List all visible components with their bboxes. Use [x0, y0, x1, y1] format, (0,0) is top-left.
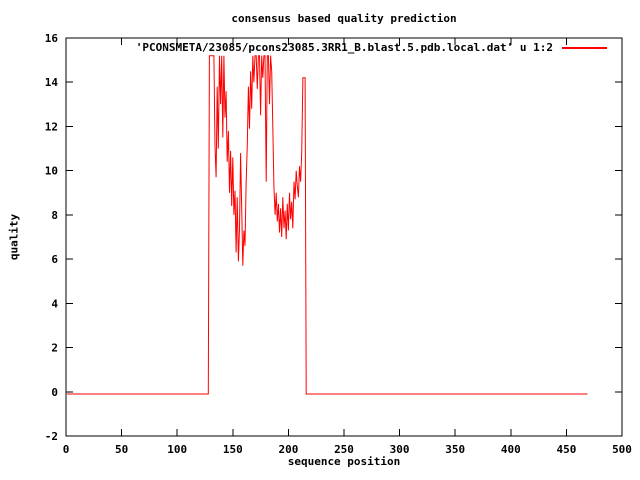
- legend-entry-label: 'PCONSMETA/23085/pcons23085.3RR1_B.blast…: [135, 41, 553, 54]
- x-tick-label: 50: [115, 443, 128, 456]
- y-tick-label: 6: [51, 253, 58, 266]
- x-tick-label: 450: [556, 443, 576, 456]
- data-line: [67, 55, 588, 395]
- y-tick-label: 8: [51, 209, 58, 222]
- chart-title: consensus based quality prediction: [231, 12, 457, 25]
- plot-border: [65, 37, 623, 437]
- y-axis-title: quality: [7, 213, 21, 261]
- x-tick-label: 500: [612, 443, 632, 456]
- x-tick-label: 400: [501, 443, 521, 456]
- y-tick-label: 0: [51, 386, 58, 399]
- x-tick-label: 200: [278, 443, 298, 456]
- x-tick-label: 0: [63, 443, 70, 456]
- y-tick-label: 4: [51, 297, 58, 310]
- x-tick-label: 250: [334, 443, 354, 456]
- legend-line-sample: [562, 47, 607, 49]
- x-tick-label: 150: [223, 443, 243, 456]
- y-tick-label: 16: [45, 32, 59, 45]
- x-axis-title: sequence position: [287, 455, 401, 468]
- x-tick-label: 300: [390, 443, 410, 456]
- y-tick-label: -2: [45, 430, 58, 443]
- y-tick-label: 2: [51, 342, 58, 355]
- x-tick-label: 100: [167, 443, 187, 456]
- y-tick-label: 10: [45, 165, 58, 178]
- x-tick-label: 350: [445, 443, 465, 456]
- y-tick-label: 14: [45, 76, 59, 89]
- y-tick-label: 12: [45, 120, 58, 133]
